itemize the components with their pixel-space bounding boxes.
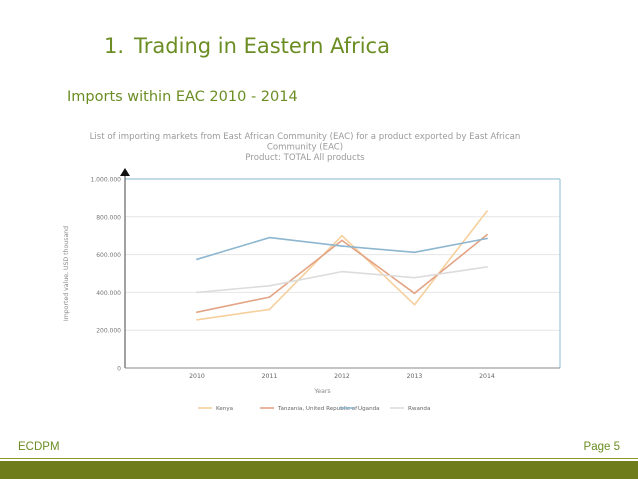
y-tick-label: 1.000.000 <box>90 177 121 184</box>
x-tick-label: 2014 <box>479 373 495 380</box>
slide-title-text: Trading in Eastern Africa <box>134 34 390 58</box>
data-point <box>486 233 488 236</box>
data-point <box>486 237 488 240</box>
chart-container: List of importing markets from East Afri… <box>50 125 590 425</box>
legend-label: Tanzania, United Republic of <box>277 406 358 412</box>
slide-title-number: 1. <box>104 34 125 58</box>
data-point <box>341 245 343 247</box>
data-point <box>341 270 343 273</box>
legend-label: Rwanda <box>408 406 430 412</box>
chart-title-line: Product: TOTAL All products <box>245 153 365 163</box>
x-tick-label: 2011 <box>262 373 278 380</box>
data-point <box>341 234 343 237</box>
data-point <box>413 251 416 254</box>
y-tick-label: 0 <box>117 366 121 373</box>
data-point <box>486 210 488 213</box>
footer-brand: ECDPM <box>18 441 60 453</box>
data-point <box>413 292 416 295</box>
chart-title-line: List of importing markets from East Afri… <box>90 132 521 142</box>
slide-title: 1. Trading in Eastern Africa <box>104 34 390 58</box>
footer-divider <box>0 458 638 459</box>
y-axis-arrow-icon <box>120 168 130 176</box>
data-point <box>196 311 198 314</box>
legend-label: Uganda <box>358 406 380 412</box>
data-point <box>196 258 198 261</box>
x-axis-title: Years <box>313 388 330 395</box>
y-tick-label: 400.000 <box>96 290 121 297</box>
footer-bar <box>0 461 638 479</box>
data-point <box>268 284 271 287</box>
line-chart: List of importing markets from East Afri… <box>63 132 561 412</box>
x-tick-label: 2010 <box>189 373 205 380</box>
x-tick-label: 2013 <box>407 373 423 380</box>
data-point <box>196 318 198 321</box>
data-point <box>268 236 271 239</box>
data-point <box>413 303 416 306</box>
legend-label: Kenya <box>216 406 233 412</box>
chart-title-line: Community (EAC) <box>267 143 343 153</box>
y-axis-title: Imported value, USD thousand <box>63 226 70 321</box>
data-point <box>341 239 343 242</box>
slide-subtitle: Imports within EAC 2010 - 2014 <box>67 89 298 105</box>
data-point <box>413 276 416 279</box>
data-point <box>196 291 198 294</box>
y-tick-label: 200.000 <box>96 328 121 335</box>
x-tick-label: 2012 <box>334 373 350 380</box>
data-point <box>268 308 271 311</box>
footer-page-number: Page 5 <box>583 441 620 453</box>
data-point <box>268 296 271 299</box>
data-point <box>486 265 488 268</box>
y-tick-label: 600.000 <box>96 252 121 259</box>
y-tick-label: 800.000 <box>96 214 121 221</box>
